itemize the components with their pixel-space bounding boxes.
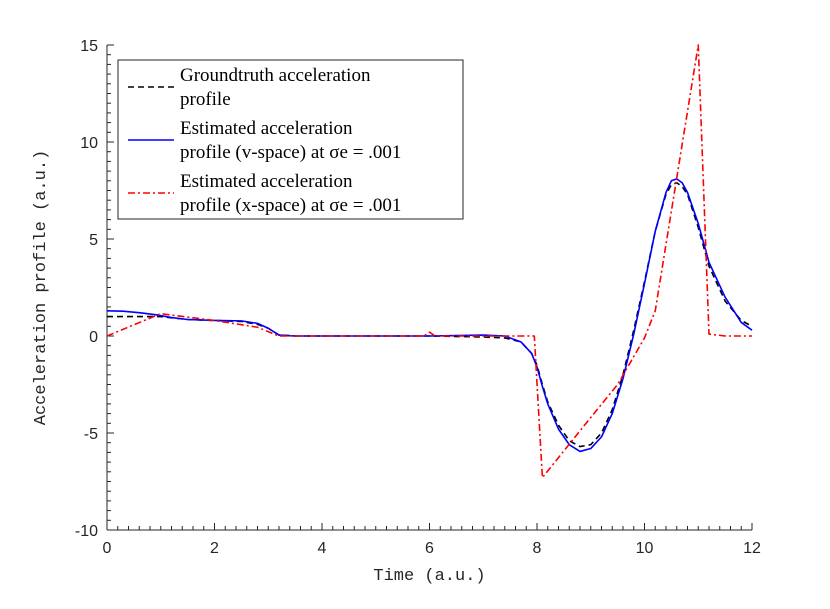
legend-label: profile bbox=[180, 89, 231, 110]
y-tick-label: 15 bbox=[80, 38, 98, 55]
series-line-2 bbox=[106, 178, 753, 453]
legend-label: profile (v-space) at σe = .001 bbox=[180, 142, 401, 163]
legend-label: Estimated acceleration bbox=[180, 118, 353, 139]
x-tick-label: 10 bbox=[636, 540, 654, 557]
legend-label: Groundtruth acceleration bbox=[180, 65, 371, 86]
y-axis-label: Acceleration profile (a.u.) bbox=[32, 150, 51, 425]
legend-label: profile (x-space) at σe = .001 bbox=[180, 195, 401, 216]
series-line-1 bbox=[107, 181, 753, 448]
y-tick-label: 0 bbox=[89, 329, 98, 346]
y-tick-label: -5 bbox=[84, 426, 98, 443]
x-tick-label: 4 bbox=[318, 540, 327, 557]
x-tick-label: 12 bbox=[743, 540, 761, 557]
x-tick-label: 6 bbox=[425, 540, 434, 557]
axes: 0 2 4 6 8 10 12 -10 -5 0 5 10 15 bbox=[75, 38, 761, 557]
x-tick-label: 8 bbox=[533, 540, 542, 557]
x-tick-label: 2 bbox=[210, 540, 219, 557]
legend-label: Estimated acceleration bbox=[180, 171, 353, 192]
y-tick-label: 10 bbox=[80, 135, 98, 152]
y-tick-label: -10 bbox=[75, 523, 98, 540]
series-group bbox=[106, 44, 753, 479]
x-axis-label: Time (a.u.) bbox=[373, 567, 485, 586]
legend: Groundtruth acceleration profile Estimated… bbox=[117, 59, 464, 220]
x-tick-label: 0 bbox=[103, 540, 112, 557]
legend-box bbox=[117, 59, 464, 220]
y-tick-label: 5 bbox=[89, 232, 98, 249]
series-line-3 bbox=[106, 44, 752, 479]
